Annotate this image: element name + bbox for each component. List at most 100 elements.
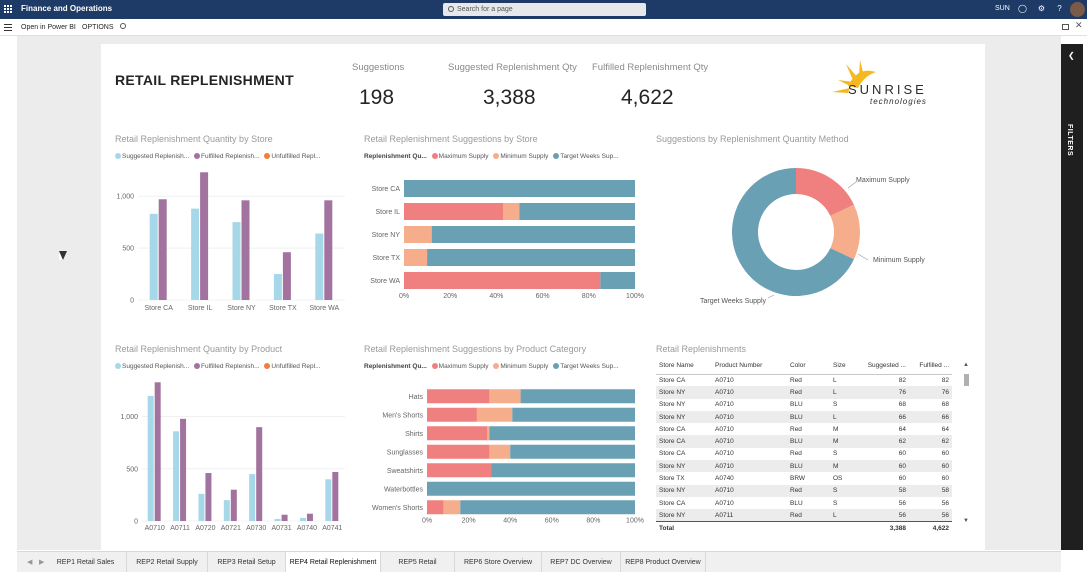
app-title[interactable]: Finance and Operations bbox=[21, 4, 113, 13]
bar-suggested[interactable] bbox=[325, 479, 332, 521]
bar-segment[interactable] bbox=[600, 272, 635, 289]
bar-segment[interactable] bbox=[404, 226, 432, 243]
scroll-up-icon[interactable]: ▲ bbox=[963, 362, 969, 368]
company-selector[interactable]: SUN bbox=[995, 5, 1010, 12]
chevron-left-icon[interactable]: ❮ bbox=[1068, 51, 1075, 60]
table-row[interactable]: Store NY A0710 Red L 76 76 bbox=[656, 386, 952, 399]
hamburger-menu-icon[interactable] bbox=[4, 24, 12, 31]
scrollbar-thumb[interactable] bbox=[964, 374, 969, 386]
bar-fulfilled[interactable] bbox=[158, 199, 167, 300]
bar-fulfilled[interactable] bbox=[282, 252, 291, 300]
bar-segment[interactable] bbox=[487, 426, 490, 441]
bar-fulfilled[interactable] bbox=[230, 489, 237, 521]
options-button[interactable]: OPTIONS bbox=[82, 24, 114, 31]
bar-fulfilled[interactable] bbox=[324, 200, 333, 300]
table-row[interactable]: Store NY A0710 BLU M 60 60 bbox=[656, 460, 952, 473]
bar-segment[interactable] bbox=[519, 203, 636, 220]
bar-segment[interactable] bbox=[427, 444, 490, 459]
legend-item[interactable]: Target Weeks Sup... bbox=[560, 153, 619, 160]
bar-segment[interactable] bbox=[427, 500, 444, 515]
bar-fulfilled[interactable] bbox=[205, 473, 212, 521]
page-tab[interactable]: REP2 Retail Supply bbox=[127, 552, 208, 572]
bar-fulfilled[interactable] bbox=[180, 418, 187, 521]
bar-suggested[interactable] bbox=[173, 431, 180, 521]
bar-fulfilled[interactable] bbox=[281, 514, 288, 521]
bar-fulfilled[interactable] bbox=[256, 427, 263, 521]
page-tab[interactable]: REP6 Store Overview bbox=[455, 552, 542, 572]
bar-fulfilled[interactable] bbox=[306, 513, 313, 521]
table-row[interactable]: Store CA A0710 Red S 60 60 bbox=[656, 448, 952, 460]
table-row[interactable]: Store TX A0740 BRW OS 60 60 bbox=[656, 472, 952, 484]
tab-next-icon[interactable]: ▶ bbox=[39, 559, 45, 566]
column-header[interactable]: Size bbox=[830, 357, 861, 375]
donut-slice[interactable] bbox=[830, 204, 860, 260]
bar-segment[interactable] bbox=[491, 463, 635, 478]
table-row[interactable]: Store NY A0711 Red L 56 56 bbox=[656, 509, 952, 522]
bar-segment[interactable] bbox=[427, 426, 488, 441]
bar-segment[interactable] bbox=[460, 500, 635, 515]
page-tab[interactable]: REP7 DC Overview bbox=[542, 552, 621, 572]
bar-segment[interactable] bbox=[476, 407, 513, 422]
bar-segment[interactable] bbox=[427, 463, 492, 478]
column-header[interactable]: Suggested ... bbox=[861, 357, 909, 375]
filters-pane[interactable]: ❮ FILTERS bbox=[1061, 44, 1083, 550]
bar-suggested[interactable] bbox=[232, 222, 241, 300]
chart-qty-by-store[interactable]: 0 500 1,000 Store CA Store IL Store NY Store T… bbox=[110, 165, 350, 315]
bell-icon[interactable]: ◯ bbox=[1018, 4, 1027, 13]
popout-icon[interactable] bbox=[1062, 24, 1069, 30]
bar-suggested[interactable] bbox=[315, 233, 324, 300]
table-row[interactable]: Store NY A0710 BLU S 68 68 bbox=[656, 399, 952, 411]
bar-suggested[interactable] bbox=[274, 518, 281, 521]
bar-fulfilled[interactable] bbox=[200, 172, 209, 300]
kpi-suggested-qty-value[interactable]: 3,388 bbox=[483, 86, 536, 109]
open-in-power-bi-button[interactable]: Open in Power BI bbox=[21, 24, 76, 31]
kpi-fulfilled-qty-value[interactable]: 4,622 bbox=[621, 86, 674, 109]
bar-segment[interactable] bbox=[404, 249, 428, 266]
bar-fulfilled[interactable] bbox=[332, 471, 339, 521]
table-row[interactable]: Store CA A0710 BLU S 56 56 bbox=[656, 497, 952, 509]
legend-item[interactable]: Target Weeks Sup... bbox=[560, 363, 619, 370]
bar-segment[interactable] bbox=[427, 389, 490, 404]
bar-segment[interactable] bbox=[427, 407, 477, 422]
bar-suggested[interactable] bbox=[299, 517, 306, 521]
bar-segment[interactable] bbox=[520, 389, 635, 404]
table-row[interactable]: Store CA A0710 BLU M 62 62 bbox=[656, 435, 952, 448]
table-row[interactable]: Store NY A0710 BLU L 66 66 bbox=[656, 410, 952, 424]
bar-segment[interactable] bbox=[404, 180, 635, 197]
table-row[interactable]: Store NY A0710 Red S 58 58 bbox=[656, 484, 952, 497]
legend-item[interactable]: Maximum Supply bbox=[438, 153, 489, 160]
bar-segment[interactable] bbox=[489, 426, 635, 441]
app-launcher-icon[interactable] bbox=[3, 4, 12, 13]
legend-item[interactable]: Unfulfilled Repl... bbox=[271, 363, 321, 370]
bar-segment[interactable] bbox=[443, 500, 461, 515]
page-tab[interactable]: REP5 Retail Exceptions bbox=[381, 552, 455, 572]
bar-fulfilled[interactable] bbox=[154, 382, 161, 521]
page-tab[interactable]: REP3 Retail Setup bbox=[208, 552, 286, 572]
tab-prev-icon[interactable]: ◀ bbox=[27, 559, 33, 566]
avatar[interactable] bbox=[1070, 2, 1085, 17]
donut-slice[interactable] bbox=[796, 168, 854, 216]
donut-slice[interactable] bbox=[732, 168, 854, 296]
bar-segment[interactable] bbox=[427, 249, 635, 266]
legend-item[interactable]: Suggested Replenish... bbox=[122, 363, 190, 370]
chart-by-method[interactable]: Maximum Supply Minimum Supply Target Weeks… bbox=[656, 150, 956, 315]
gear-icon[interactable]: ⚙ bbox=[1037, 4, 1046, 13]
bar-segment[interactable] bbox=[427, 481, 635, 496]
bar-suggested[interactable] bbox=[223, 500, 230, 521]
column-header[interactable]: Product Number bbox=[712, 357, 787, 375]
bar-segment[interactable] bbox=[510, 444, 635, 459]
chart-suggestions-by-category[interactable]: 0% 20% 40% 60% 80% 100% Hats Men's Shorts Shirts… bbox=[364, 382, 646, 537]
bar-suggested[interactable] bbox=[149, 213, 158, 300]
kpi-suggestions-value[interactable]: 198 bbox=[359, 86, 395, 109]
bar-segment[interactable] bbox=[503, 203, 520, 220]
bar-segment[interactable] bbox=[489, 444, 511, 459]
legend-item[interactable]: Maximum Supply bbox=[438, 363, 489, 370]
chart-suggestions-by-store[interactable]: 0% 20% 40% 60% 80% 100% Store CA Store IL Store … bbox=[364, 172, 646, 317]
table-row[interactable]: Store CA A0710 Red M 64 64 bbox=[656, 423, 952, 435]
page-tab[interactable]: REP8 Product Overview bbox=[621, 552, 706, 572]
legend-item[interactable]: Minimum Supply bbox=[500, 363, 549, 370]
close-icon[interactable]: ✕ bbox=[1075, 20, 1083, 30]
table-row[interactable]: Store CA A0710 Red L 82 82 bbox=[656, 374, 952, 386]
legend-item[interactable]: Unfulfilled Repl... bbox=[271, 153, 321, 160]
legend-item[interactable]: Minimum Supply bbox=[500, 153, 549, 160]
